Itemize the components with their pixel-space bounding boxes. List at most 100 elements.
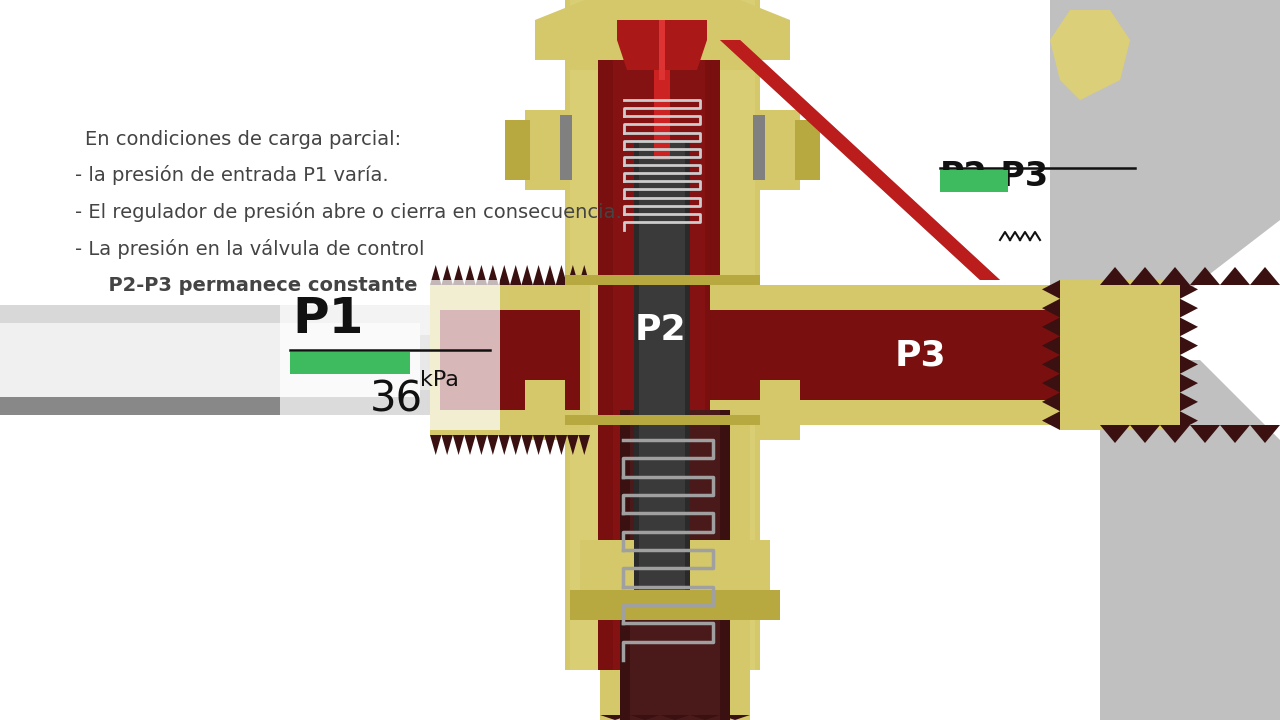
Polygon shape [1050,10,1130,100]
Polygon shape [1100,267,1130,285]
Polygon shape [544,265,556,285]
Bar [570,0,755,670]
Polygon shape [1042,411,1060,430]
Text: P2: P2 [634,313,686,347]
Polygon shape [442,435,453,455]
Polygon shape [430,435,442,455]
Text: P1: P1 [292,295,364,343]
Polygon shape [1042,299,1060,318]
Polygon shape [1100,425,1130,443]
Polygon shape [1050,0,1280,320]
Bar [634,140,690,590]
Polygon shape [453,435,465,455]
Bar [525,110,564,190]
Polygon shape [430,265,442,285]
Bar [620,410,730,720]
Bar [525,380,564,440]
Bar [710,285,1160,425]
Bar [0,323,420,397]
Polygon shape [1180,318,1198,336]
Polygon shape [521,265,532,285]
Polygon shape [1180,280,1198,299]
Polygon shape [532,435,544,455]
Polygon shape [617,20,707,70]
Polygon shape [630,715,660,720]
Polygon shape [476,435,488,455]
Bar [564,0,760,670]
Bar [570,590,780,620]
Polygon shape [1251,267,1280,285]
Polygon shape [1160,267,1190,285]
Bar [440,310,580,410]
Polygon shape [1180,299,1198,318]
Polygon shape [719,40,1000,280]
Text: En condiciones de carga parcial:: En condiciones de carga parcial: [84,130,401,149]
Polygon shape [760,440,1050,720]
Polygon shape [1220,425,1251,443]
Polygon shape [535,0,790,60]
Polygon shape [600,715,630,720]
Text: P2-P3 permanece constante: P2-P3 permanece constante [95,276,417,295]
Bar [561,115,572,180]
Polygon shape [499,265,509,285]
Polygon shape [1130,425,1160,443]
Polygon shape [660,715,690,720]
Bar [0,390,480,415]
Polygon shape [476,265,488,285]
Bar [710,400,1160,425]
Polygon shape [488,435,499,455]
Polygon shape [521,435,532,455]
Bar [580,540,771,600]
Text: - la presión de entrada P1 varía.: - la presión de entrada P1 varía. [76,165,389,185]
FancyBboxPatch shape [280,280,500,430]
Polygon shape [532,265,544,285]
Polygon shape [556,265,567,285]
Bar [795,120,820,180]
Polygon shape [719,715,750,720]
Polygon shape [1180,336,1198,355]
Polygon shape [544,435,556,455]
Bar [659,20,666,80]
Bar [600,410,750,720]
Polygon shape [1042,280,1060,299]
Polygon shape [567,265,579,285]
Bar [1060,280,1180,430]
Polygon shape [567,435,579,455]
Bar [598,0,719,670]
Bar [716,305,1165,405]
Polygon shape [1042,336,1060,355]
Polygon shape [1180,355,1198,374]
Polygon shape [1190,267,1220,285]
Text: 36: 36 [370,378,424,420]
Polygon shape [1130,267,1160,285]
Polygon shape [719,40,1000,280]
Polygon shape [1251,425,1280,443]
Bar [564,415,760,425]
Polygon shape [579,435,590,455]
Polygon shape [1220,267,1251,285]
Bar [654,40,669,160]
Bar [0,305,480,335]
Text: kPa: kPa [420,370,458,390]
Polygon shape [499,435,509,455]
Bar [760,110,800,190]
Polygon shape [690,715,719,720]
Text: - La presión en la válvula de control: - La presión en la válvula de control [76,239,425,259]
Text: P2-P3: P2-P3 [940,160,1050,193]
Polygon shape [1042,392,1060,411]
Bar [291,352,410,374]
Polygon shape [1050,0,1280,320]
Polygon shape [760,0,1050,260]
Bar [710,285,1160,310]
Bar [630,410,719,720]
Bar [639,140,685,590]
Polygon shape [579,265,590,285]
Polygon shape [1100,360,1280,720]
Bar [940,170,1009,192]
Bar [753,115,765,180]
Polygon shape [509,435,521,455]
Polygon shape [1180,411,1198,430]
Text: - El regulador de presión abre o cierra en consecuencia.: - El regulador de presión abre o cierra … [76,202,622,222]
Polygon shape [556,435,567,455]
Bar [506,120,530,180]
